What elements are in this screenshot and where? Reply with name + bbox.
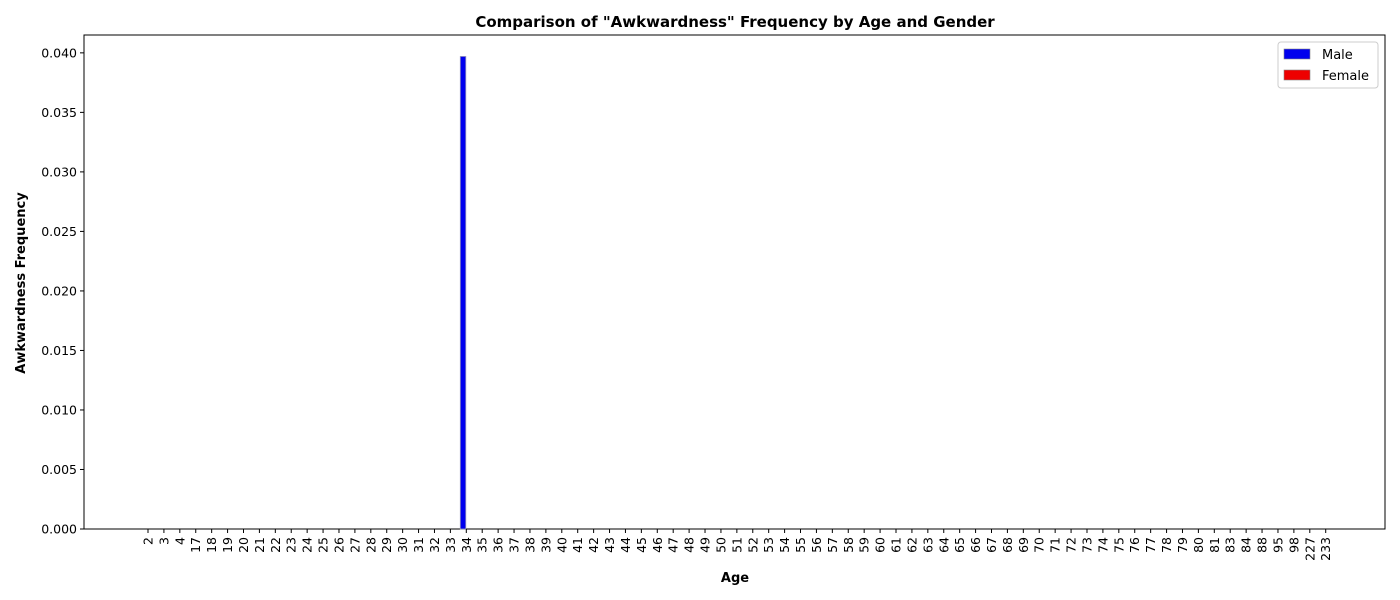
x-tick-label: 22: [268, 537, 283, 553]
x-tick-label: 71: [1048, 537, 1063, 553]
x-tick-label: 42: [586, 537, 601, 553]
y-tick-label: 0.020: [41, 283, 77, 298]
x-tick-label: 72: [1064, 537, 1079, 553]
x-tick-label: 50: [713, 537, 728, 553]
y-tick-label: 0.030: [41, 164, 77, 179]
x-axis-ticks: 2 3 4 17 18 19 20 21 22 23 24 25 26 27 28 29 30 31 32 33 34 3…: [141, 529, 1333, 561]
x-tick-label: 19: [220, 537, 235, 553]
x-tick-label: 78: [1159, 537, 1174, 553]
x-tick-label: 61: [889, 537, 904, 553]
y-tick-label: 0.015: [41, 343, 77, 358]
x-tick-label: 80: [1191, 537, 1206, 553]
x-axis-label: Age: [721, 571, 749, 586]
y-tick-label: 0.005: [41, 462, 77, 477]
x-tick-label: 27: [347, 537, 362, 553]
x-tick-label: 64: [936, 537, 951, 553]
x-tick-label: 88: [1255, 537, 1270, 553]
x-tick-label: 81: [1207, 537, 1222, 553]
y-axis-ticks: 0.000 0.005 0.010 0.015 0.020 0.025 0.030 0.035…: [41, 45, 84, 537]
x-tick-label: 3: [156, 537, 171, 545]
x-tick-label: 52: [745, 537, 760, 553]
y-axis-label: Awkwardness Frequency: [14, 192, 29, 374]
x-tick-label: 70: [1032, 537, 1047, 553]
x-tick-label: 74: [1095, 537, 1110, 553]
plot-area: 2 3 4 17 18 19 20 21 22 23 24 25 26 27 28 29 30 31 32 33 34 3…: [41, 34, 1386, 561]
x-tick-label: 25: [316, 537, 331, 553]
y-tick-label: 0.035: [41, 105, 77, 120]
x-tick-label: 67: [984, 537, 999, 553]
x-tick-label: 75: [1111, 537, 1126, 553]
x-tick-label: 29: [379, 537, 394, 553]
x-tick-label: 84: [1239, 537, 1254, 553]
x-tick-label: 62: [904, 537, 919, 553]
x-tick-label: 51: [729, 537, 744, 553]
y-tick-label: 0.025: [41, 224, 77, 239]
x-tick-label: 40: [554, 537, 569, 553]
legend-label-male: Male: [1322, 48, 1353, 63]
x-tick-label: 53: [761, 537, 776, 553]
x-tick-label: 56: [809, 537, 824, 553]
x-tick-label: 57: [825, 537, 840, 553]
x-tick-label: 48: [682, 537, 697, 553]
x-tick-label: 43: [602, 537, 617, 553]
x-tick-label: 77: [1143, 537, 1158, 553]
x-tick-label: 37: [507, 537, 522, 553]
bars: [459, 56, 467, 530]
x-tick-label: 60: [873, 537, 888, 553]
x-tick-label: 233: [1318, 537, 1333, 561]
x-tick-label: 44: [618, 537, 633, 553]
x-tick-label: 32: [427, 537, 442, 553]
x-tick-label: 47: [666, 537, 681, 553]
x-tick-label: 69: [1016, 537, 1031, 553]
x-tick-label: 49: [698, 537, 713, 553]
x-tick-label: 66: [968, 537, 983, 553]
x-tick-label: 39: [538, 537, 553, 553]
x-tick-label: 68: [1000, 537, 1015, 553]
x-tick-label: 58: [841, 537, 856, 553]
x-tick-label: 227: [1302, 537, 1317, 561]
x-tick-label: 95: [1270, 537, 1285, 553]
x-tick-label: 65: [952, 537, 967, 553]
x-tick-label: 26: [331, 537, 346, 553]
x-tick-label: 38: [522, 537, 537, 553]
x-tick-label: 83: [1223, 537, 1238, 553]
y-tick-label: 0.040: [41, 45, 77, 60]
chart-title: Comparison of "Awkwardness" Frequency by…: [475, 13, 995, 31]
y-tick-label: 0.010: [41, 402, 77, 417]
x-tick-label: 23: [284, 537, 299, 553]
x-tick-label: 35: [475, 537, 490, 553]
x-tick-label: 36: [491, 537, 506, 553]
x-tick-label: 54: [777, 537, 792, 553]
x-tick-label: 24: [300, 537, 315, 553]
x-tick-label: 34: [459, 537, 474, 553]
x-tick-label: 98: [1286, 537, 1301, 553]
x-tick-label: 20: [236, 537, 251, 553]
y-tick-label: 0.000: [41, 522, 77, 537]
legend-label-female: Female: [1322, 69, 1369, 84]
x-tick-label: 55: [793, 537, 808, 553]
x-tick-label: 4: [172, 537, 187, 545]
x-tick-label: 33: [443, 537, 458, 553]
x-tick-label: 18: [204, 537, 219, 553]
x-tick-label: 21: [252, 537, 267, 553]
legend-swatch-male: [1283, 48, 1311, 60]
x-tick-label: 41: [570, 537, 585, 553]
x-tick-label: 2: [141, 537, 156, 545]
x-tick-label: 79: [1175, 537, 1190, 553]
x-tick-label: 46: [650, 537, 665, 553]
x-tick-label: 31: [411, 537, 426, 553]
bar-male-34: [459, 56, 467, 530]
legend: Male Female: [1277, 41, 1379, 89]
x-tick-label: 76: [1127, 537, 1142, 553]
plot-frame: [83, 34, 1386, 530]
x-tick-label: 17: [188, 537, 203, 553]
x-tick-label: 28: [363, 537, 378, 553]
x-tick-label: 30: [395, 537, 410, 553]
x-tick-label: 73: [1079, 537, 1094, 553]
x-tick-label: 63: [920, 537, 935, 553]
legend-swatch-female: [1283, 69, 1311, 81]
x-tick-label: 45: [634, 537, 649, 553]
x-tick-label: 59: [857, 537, 872, 553]
